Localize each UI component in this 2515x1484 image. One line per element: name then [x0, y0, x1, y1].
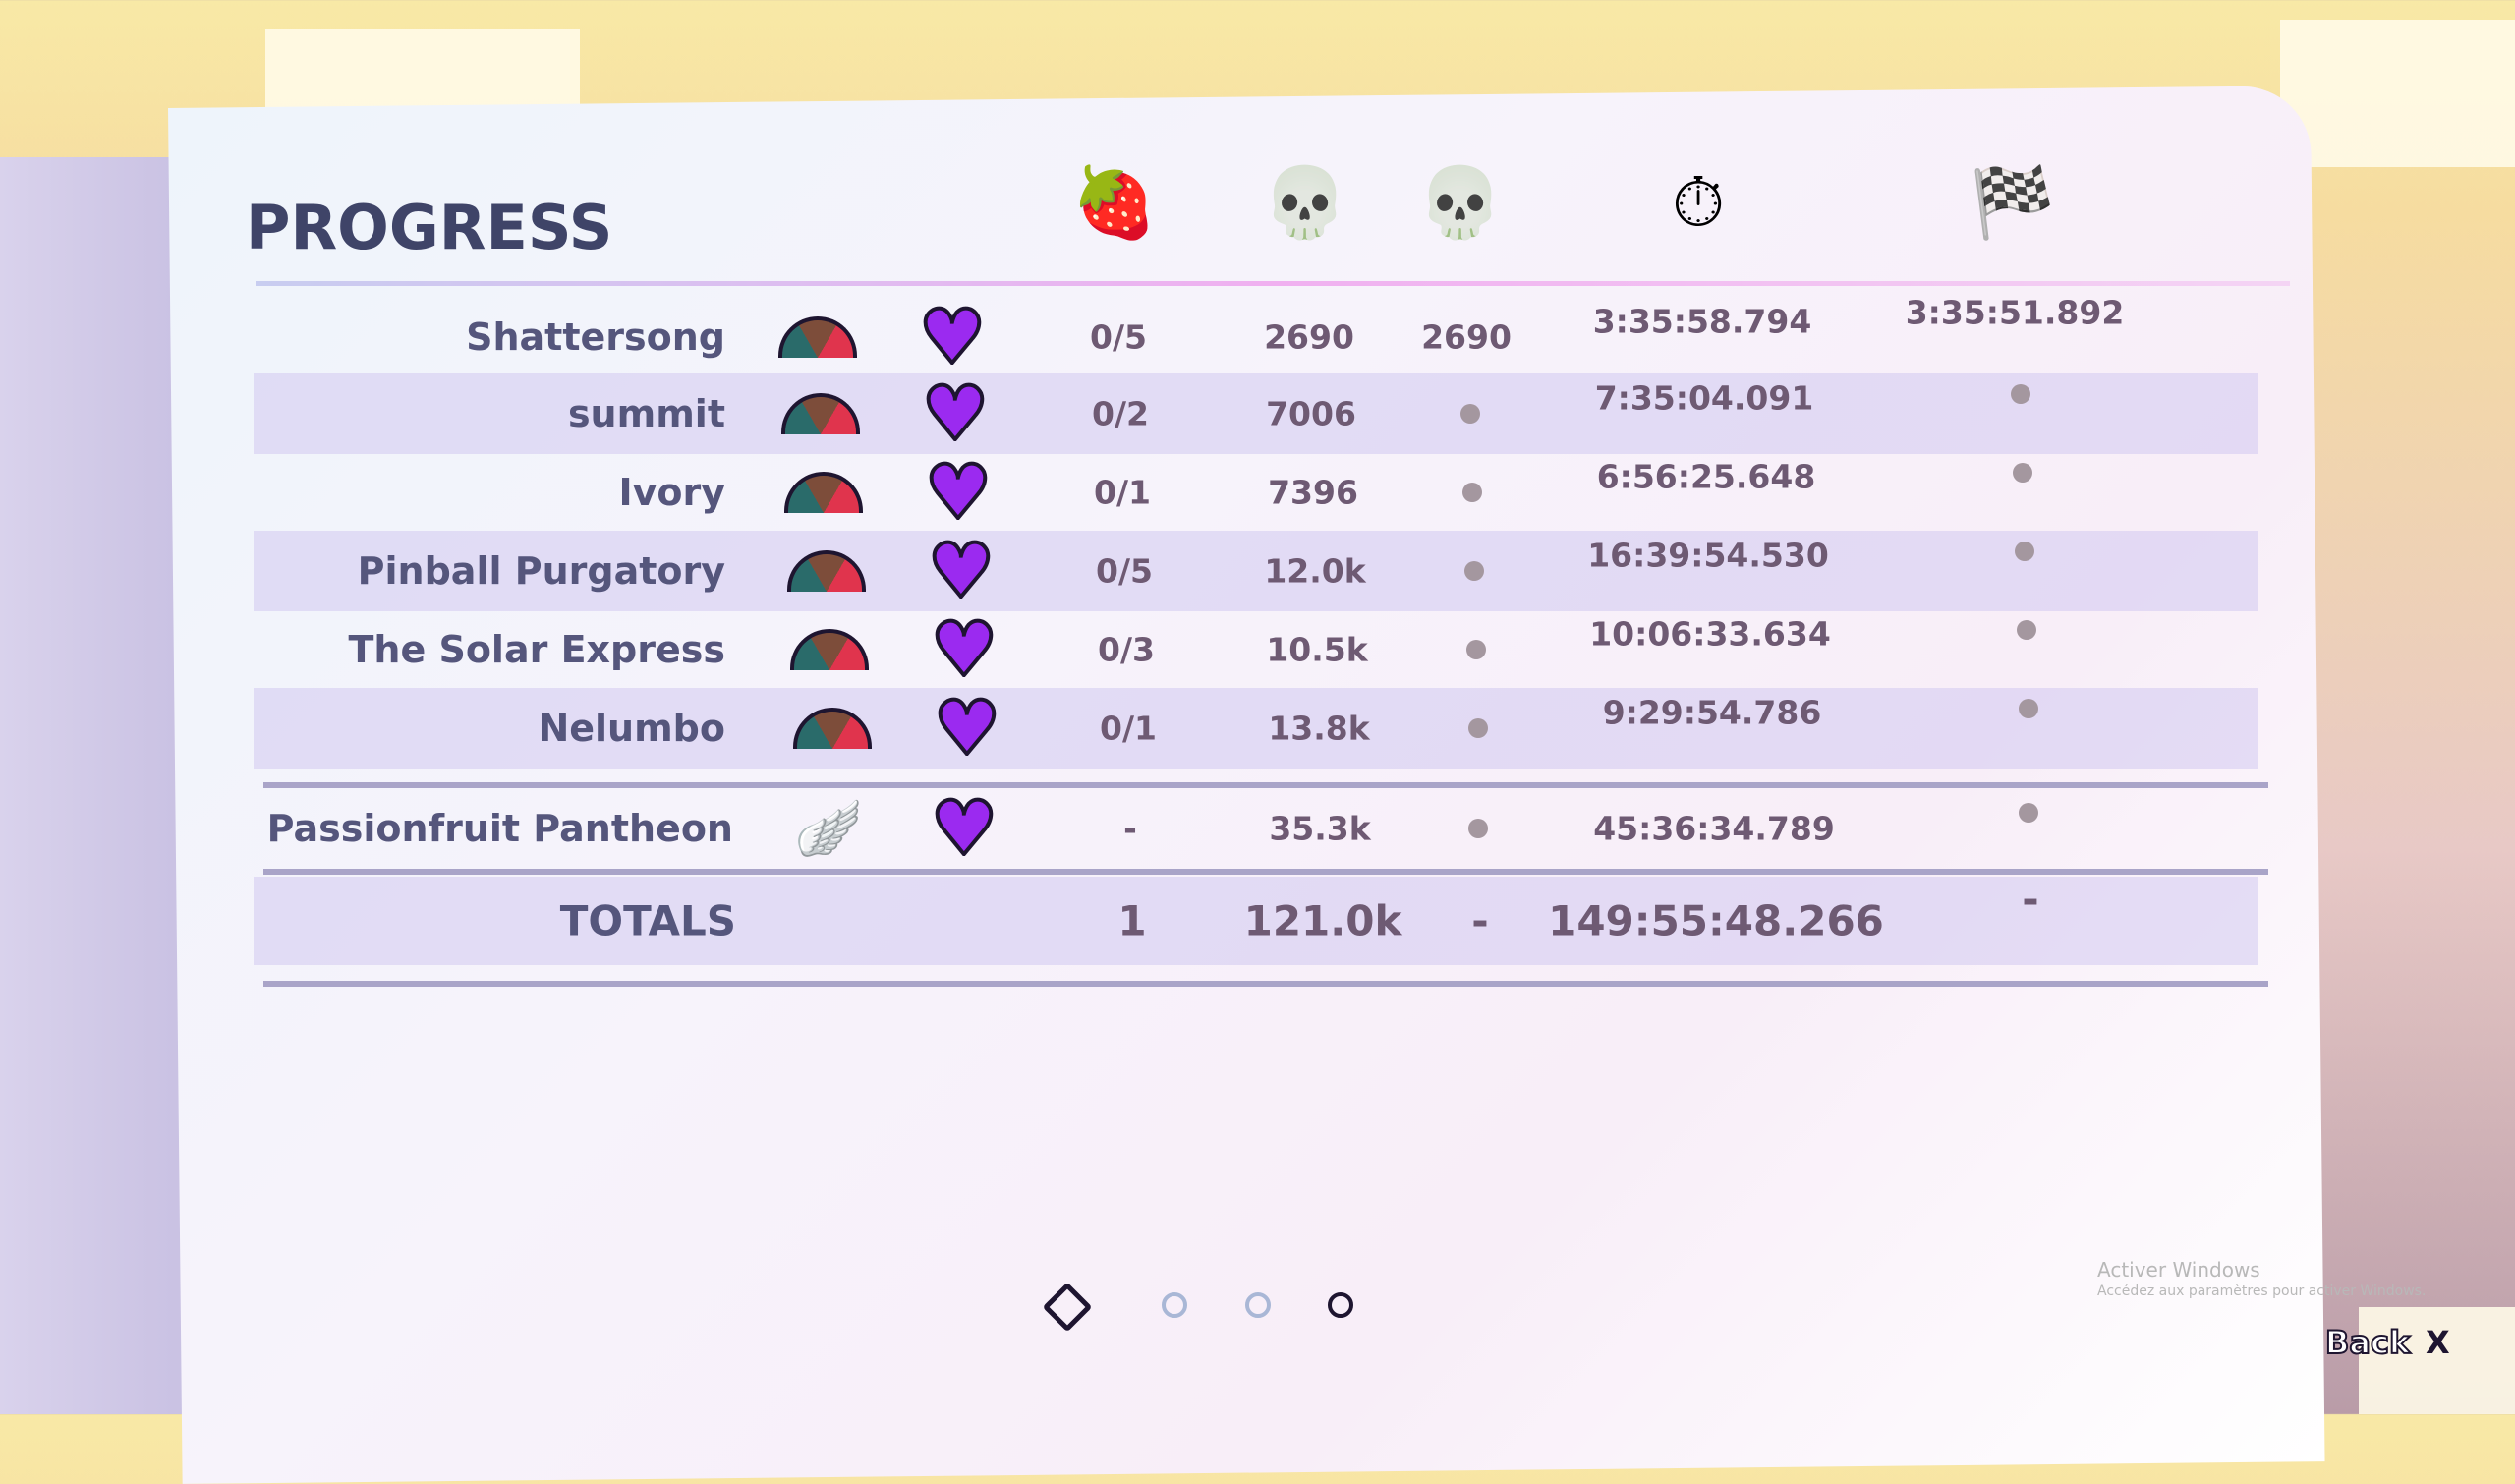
- death-skull-icon: 💀: [1262, 162, 1348, 243]
- empty-dot: [1464, 561, 1484, 581]
- chapter-name: summit: [567, 392, 725, 435]
- crystal-heart-icon: ♥: [932, 684, 1002, 771]
- crystal-heart-icon: ♥: [923, 448, 994, 536]
- deaths-count: 13.8k: [1268, 709, 1370, 748]
- deaths-count: 35.3k: [1269, 809, 1371, 848]
- chapter-name: Ivory: [618, 471, 725, 514]
- totals-deaths-dash: -: [1471, 896, 1489, 945]
- page-dot-1[interactable]: [1162, 1292, 1187, 1318]
- chapter-name: Shattersong: [466, 315, 725, 359]
- empty-dot: [2013, 462, 2032, 483]
- best-time: 3:35:51.892: [1905, 293, 2125, 332]
- chapter-row: Pinball Purgatory ♥ 0/5 12.0k 16:39:54.5…: [254, 531, 2258, 611]
- empty-dot: [1466, 640, 1486, 659]
- deaths-count: 7396: [1268, 473, 1358, 512]
- cloud: [2280, 20, 2515, 167]
- strawberries-count: 0/3: [1098, 630, 1155, 669]
- time: 6:56:25.648: [1596, 457, 1816, 496]
- deaths-full-clear: 2690: [1421, 317, 1512, 357]
- empty-dot: [2019, 802, 2038, 823]
- strawberry-icon: 🍓: [1071, 162, 1158, 243]
- cloud: [2359, 1307, 2515, 1414]
- chapter-row: summit ♥ 0/2 7006 7:35:04.091: [254, 373, 2258, 454]
- totals-row: TOTALS 1 121.0k - 149:55:48.266 -: [254, 875, 2258, 965]
- header-divider: [256, 281, 2290, 286]
- chapter-row: Shattersong ♥ 0/5 2690 2690 3:35:58.794 …: [254, 293, 2258, 380]
- difficulty-gauge-icon: [793, 708, 872, 749]
- totals-time: 149:55:48.266: [1548, 896, 1884, 945]
- strawberries-count: -: [1123, 809, 1137, 848]
- crystal-heart-icon: ♥: [926, 527, 997, 614]
- time: 9:29:54.786: [1602, 693, 1822, 732]
- stopwatch-icon: ⏱: [1671, 162, 1726, 243]
- left-strip: [0, 157, 197, 1414]
- back-key-hint: X: [2426, 1324, 2450, 1361]
- checkered-flag-icon: 🏁: [1970, 162, 2056, 243]
- totals-label: TOTALS: [559, 896, 736, 945]
- time: 10:06:33.634: [1589, 614, 1831, 654]
- chapter-row: Nelumbo ♥ 0/1 13.8k 9:29:54.786: [254, 688, 2258, 769]
- difficulty-gauge-icon: [781, 393, 860, 434]
- time: 3:35:58.794: [1592, 302, 1812, 341]
- crystal-heart-icon: ♥: [920, 370, 991, 457]
- strawberries-count: 0/2: [1092, 394, 1149, 433]
- chapter-row: The Solar Express ♥ 0/3 10.5k 10:06:33.6…: [254, 609, 2258, 690]
- deaths-count: 7006: [1266, 394, 1356, 433]
- empty-dot: [1462, 483, 1482, 502]
- winged-golden-icon: 🪽: [794, 797, 863, 861]
- chapter-name: Nelumbo: [538, 707, 725, 750]
- empty-dot: [1460, 404, 1480, 424]
- divider: [263, 782, 2268, 788]
- back-button[interactable]: Back: [2324, 1323, 2411, 1362]
- watermark-title: Activer Windows: [2097, 1258, 2260, 1282]
- chapter-name: The Solar Express: [348, 628, 725, 671]
- strawberries-count: 0/1: [1100, 709, 1157, 748]
- page-dot-2[interactable]: [1245, 1292, 1271, 1318]
- death-skull-check-icon: 💀: [1417, 162, 1504, 243]
- time: 45:36:34.789: [1593, 809, 1835, 848]
- empty-dot: [1468, 718, 1488, 738]
- totals-deaths: 121.0k: [1243, 896, 1402, 945]
- crystal-heart-icon: ♥: [929, 784, 1000, 872]
- watermark-subtitle: Accédez aux paramètres pour activer Wind…: [2097, 1284, 2427, 1299]
- empty-dot: [2011, 383, 2030, 404]
- difficulty-gauge-icon: [787, 550, 866, 592]
- deaths-count: 2690: [1264, 317, 1354, 357]
- divider: [263, 869, 2268, 875]
- strawberries-count: 0/1: [1094, 473, 1151, 512]
- crystal-heart-icon: ♥: [929, 605, 1000, 693]
- time: 7:35:04.091: [1594, 378, 1814, 418]
- empty-dot: [2015, 541, 2034, 561]
- deaths-count: 10.5k: [1266, 630, 1368, 669]
- chapter-name: Pinball Purgatory: [357, 549, 725, 593]
- crystal-heart-icon: ♥: [917, 293, 988, 380]
- totals-strawberries: 1: [1117, 896, 1147, 945]
- difficulty-gauge-icon: [784, 472, 863, 513]
- page-title: PROGRESS: [246, 192, 613, 263]
- time: 16:39:54.530: [1587, 536, 1829, 575]
- page-dot-3[interactable]: [1328, 1292, 1353, 1318]
- empty-dot: [2017, 619, 2036, 640]
- totals-best: -: [2022, 875, 2039, 923]
- chapter-name: Passionfruit Pantheon: [266, 807, 733, 850]
- heartside-row: Passionfruit Pantheon 🪽 ♥ - 35.3k 45:36:…: [254, 788, 2258, 869]
- difficulty-gauge-icon: [790, 629, 869, 670]
- empty-dot: [1468, 819, 1488, 838]
- divider: [263, 981, 2268, 987]
- strawberries-count: 0/5: [1090, 317, 1147, 357]
- empty-dot: [2019, 698, 2038, 718]
- difficulty-gauge-icon: [778, 316, 857, 358]
- chapter-row: Ivory ♥ 0/1 7396 6:56:25.648: [254, 452, 2258, 533]
- strawberries-count: 0/5: [1096, 551, 1153, 591]
- deaths-count: 12.0k: [1264, 551, 1366, 591]
